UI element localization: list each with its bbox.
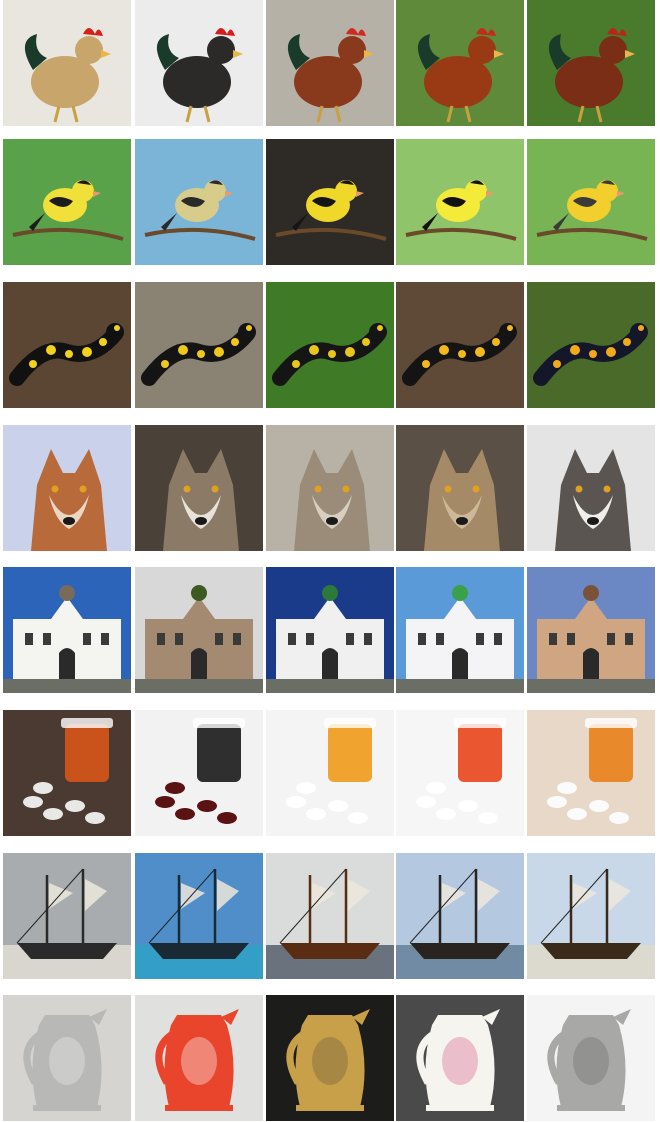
fire-salamander-image: [3, 282, 131, 408]
rooster-image: [135, 0, 263, 126]
red-pitcher-photo: [135, 995, 263, 1121]
fire-salamander-image: [266, 282, 394, 408]
goldfinch-image: [3, 139, 131, 265]
white-church-image: [266, 567, 394, 693]
red-pitcher-image: [135, 995, 263, 1121]
pill-bottle-photo: [396, 710, 524, 836]
rooster-image: [266, 0, 394, 126]
goldfinch-image: [396, 139, 524, 265]
goldfinch-photo: [3, 139, 131, 265]
goldfinch-image: [527, 139, 655, 265]
goldfinch-photo: [527, 139, 655, 265]
goldfinch-photo: [396, 139, 524, 265]
town-hall-image: [527, 567, 655, 693]
monastery-image: [396, 567, 524, 693]
rooster-image: [3, 0, 131, 126]
pill-bottle-photo: [135, 710, 263, 836]
galleon-image: [396, 853, 524, 979]
white-church-photo: [266, 567, 394, 693]
rooster-photo: [396, 0, 524, 126]
town-hall-photo: [527, 567, 655, 693]
schooner-photo: [266, 853, 394, 979]
red-wolf-photo: [3, 425, 131, 551]
tall-ship-image: [527, 853, 655, 979]
fire-salamander-image: [396, 282, 524, 408]
gray-wolf-photo: [135, 425, 263, 551]
goldfinch-photo: [266, 139, 394, 265]
red-wolf-image: [3, 425, 131, 551]
rooster-image: [396, 0, 524, 126]
gray-wolf-image: [527, 425, 655, 551]
coyote-image: [396, 425, 524, 551]
tall-ship-photo: [527, 853, 655, 979]
goldfinch-photo: [135, 139, 263, 265]
pill-bottle-image: [396, 710, 524, 836]
hen-photo: [527, 0, 655, 126]
stone-church-image: [135, 567, 263, 693]
goldfinch-image: [135, 139, 263, 265]
schooner-photo: [135, 853, 263, 979]
ceramic-pitcher-photo: [266, 995, 394, 1121]
pill-bottle-image: [135, 710, 263, 836]
pill-bottle-photo: [527, 710, 655, 836]
schooner-photo: [3, 853, 131, 979]
silver-pitcher-photo: [527, 995, 655, 1121]
pill-bottle-image: [3, 710, 131, 836]
pill-bottle-image: [266, 710, 394, 836]
goldfinch-image: [266, 139, 394, 265]
white-building-image: [3, 567, 131, 693]
wolf-pup-image: [266, 425, 394, 551]
pill-bottle-photo: [3, 710, 131, 836]
fire-salamander-image: [527, 282, 655, 408]
rooster-photo: [3, 0, 131, 126]
monastery-photo: [396, 567, 524, 693]
fire-salamander-photo: [527, 282, 655, 408]
gray-wolf-photo: [527, 425, 655, 551]
rooster-photo: [266, 0, 394, 126]
gray-wolf-image: [135, 425, 263, 551]
white-pitcher-photo: [396, 995, 524, 1121]
rooster-photo: [135, 0, 263, 126]
fire-salamander-image: [135, 282, 263, 408]
white-pitcher-image: [396, 995, 524, 1121]
silver-pitcher-image: [527, 995, 655, 1121]
pewter-pitcher-photo: [3, 995, 131, 1121]
schooner-image: [135, 853, 263, 979]
schooner-image: [3, 853, 131, 979]
fire-salamander-photo: [396, 282, 524, 408]
wolf-pup-photo: [266, 425, 394, 551]
fire-salamander-photo: [3, 282, 131, 408]
pewter-pitcher-image: [3, 995, 131, 1121]
pill-bottle-image: [527, 710, 655, 836]
galleon-photo: [396, 853, 524, 979]
coyote-photo: [396, 425, 524, 551]
stone-church-photo: [135, 567, 263, 693]
fire-salamander-photo: [266, 282, 394, 408]
hen-image: [527, 0, 655, 126]
white-building-photo: [3, 567, 131, 693]
fire-salamander-photo: [135, 282, 263, 408]
schooner-image: [266, 853, 394, 979]
ceramic-pitcher-image: [266, 995, 394, 1121]
pill-bottle-photo: [266, 710, 394, 836]
